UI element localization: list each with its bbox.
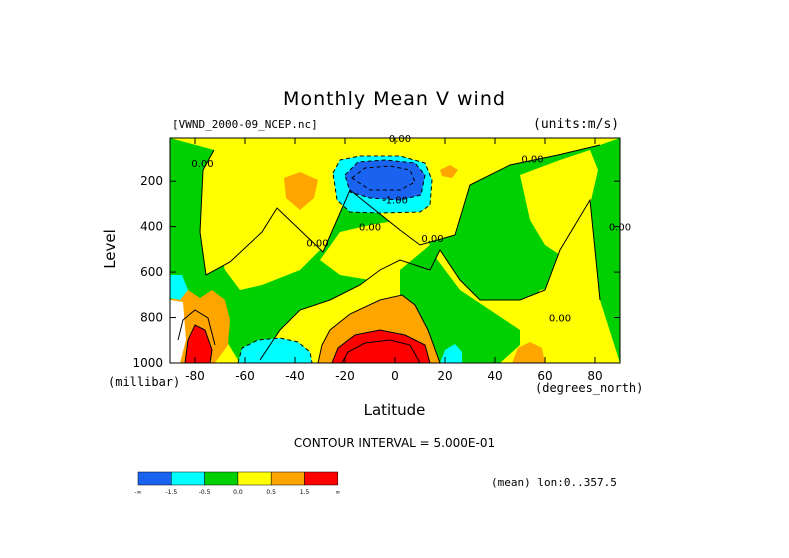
units-label: (units:m/s) [533,117,620,132]
contour-label: 0.00 [549,314,571,325]
x-tick-label: -60 [235,369,255,383]
x-tick-label: 20 [437,369,452,383]
region-orange-nh-sfc [512,342,545,363]
region-cyan-sh-sfc [238,338,312,363]
x-tick-label: 80 [587,369,602,383]
contour-lines [177,144,601,363]
y-ticks: 200 400 600 800 1000 [132,174,620,370]
region-0-to-0.5-nh-low [520,285,600,363]
region-0-to-0.5-north [520,150,598,255]
y-tick-label: 1000 [132,356,163,370]
region-0-to-0.5-mid [320,220,430,280]
region-cyan-antarctic [170,275,188,300]
x-tick-label: 60 [537,369,552,383]
contour-label: 0.00 [609,223,631,234]
y-tick-label: 800 [140,311,163,325]
colorbar-swatch [171,471,205,486]
contour-interval: CONTOUR INTERVAL = 5.000E-01 [293,436,496,450]
colorbar-swatch [270,471,305,486]
x-tick-label: -80 [185,369,205,383]
colorbar-swatch [204,471,239,486]
region-missing-antarctic [170,300,186,363]
contour-label: 0.00 [359,223,381,234]
region-red-antarctic [185,325,212,363]
contour-label: -1.00 [382,195,408,206]
y-axis-unit: (millibar) [108,375,181,389]
colorbar-swatch [304,471,339,486]
colorbar-label: 1.5 [300,489,310,496]
y-tick-label: 200 [140,174,163,188]
dataset-label: [VWND_2000-09_NCEP.nc] [172,118,318,131]
contour-label: 0.00 [389,134,411,145]
colorbar-label: 0.5 [266,489,276,496]
x-ticks: -80 -60 -40 -20 0 20 40 60 80 [185,138,603,383]
colorbar-swatch [237,471,272,486]
region-strong-negative-upper [345,160,425,200]
plot-area [170,138,620,363]
colorbar-label: ∞ [335,489,340,496]
y-tick-label: 600 [140,265,163,279]
colorbar-label: -1.5 [165,489,177,496]
colorbar-label: -∞ [134,489,141,496]
x-axis-unit: (degrees_north) [535,381,644,395]
colorbar-label: 0.0 [233,489,243,496]
contour-labels: 0.00 0.00 0.00 -1.00 0.00 0.00 0.00 0.00 0.00 [191,134,631,325]
y-tick-label: 400 [140,220,163,234]
x-tick-label: -40 [285,369,305,383]
region-orange-upper-south [284,172,318,210]
x-tick-label: -20 [335,369,355,383]
x-tick-label: 40 [487,369,502,383]
colorbar-label: -0.5 [199,489,211,496]
contour-label: 0.00 [306,239,328,250]
contour-label: 0.00 [521,154,543,165]
colorbar: -∞ -1.5 -0.5 0.0 0.5 1.5 ∞ [134,471,340,496]
contour-label: 0.00 [191,159,213,170]
chart-title: Monthly Mean V wind [283,88,506,110]
region-positive-gt-1.5-sfc [332,330,430,363]
colorbar-swatch [137,471,172,486]
x-axis-label: Latitude [363,401,426,419]
region-orange-upper-north [440,165,458,178]
mean-note: (mean) lon:0..357.5 [491,476,617,489]
x-tick-label: 0 [391,369,399,383]
contour-label: 0.00 [421,234,443,245]
